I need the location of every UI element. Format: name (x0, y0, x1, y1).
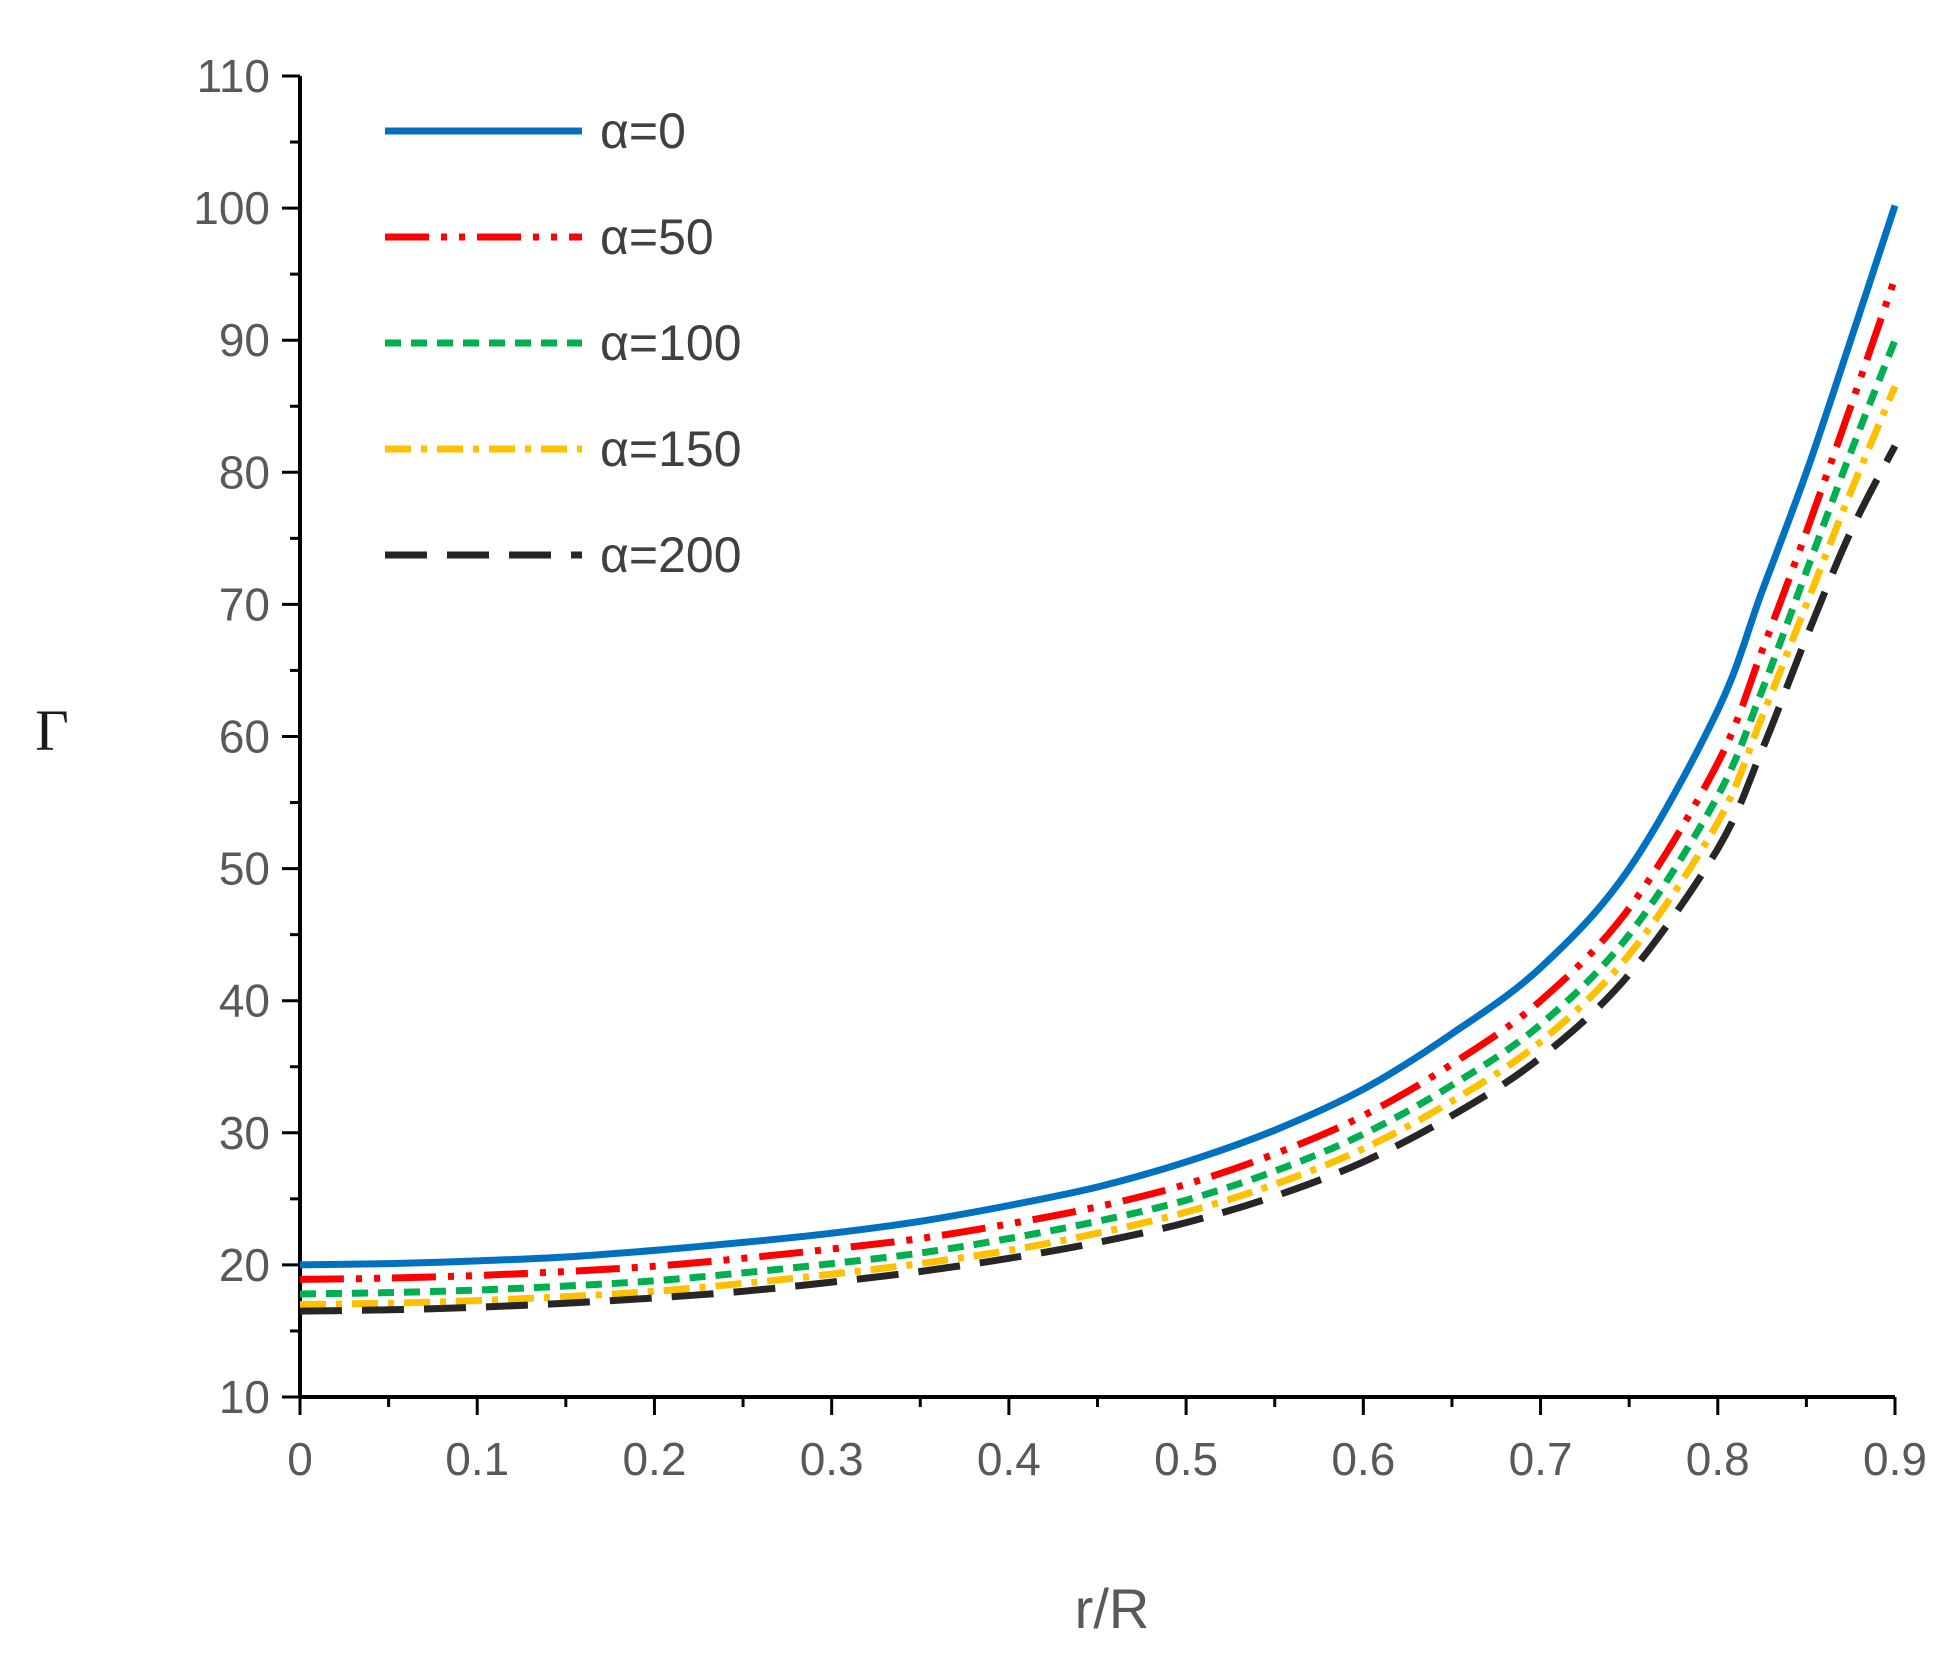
x-tick-label: 0.7 (1509, 1433, 1573, 1485)
y-tick-label: 20 (219, 1239, 270, 1291)
y-tick-label: 30 (219, 1107, 270, 1159)
y-tick-label: 60 (219, 711, 270, 763)
x-tick-label: 0.3 (800, 1433, 864, 1485)
y-tick-label: 10 (219, 1371, 270, 1423)
series-layer (299, 204, 1899, 1315)
y-tick-label: 90 (219, 314, 270, 366)
legend-label-2: α=100 (600, 315, 742, 371)
x-tick-label: 0.4 (977, 1433, 1041, 1485)
x-tick-label: 0.5 (1154, 1433, 1218, 1485)
legend-label-0: α=0 (600, 103, 686, 159)
series-line-3 (299, 385, 1899, 1308)
y-tick-label: 100 (193, 182, 270, 234)
y-tick-label: 40 (219, 975, 270, 1027)
x-tick-label: 0 (287, 1433, 313, 1485)
y-tick-label: 110 (197, 50, 270, 102)
x-tick-label: 0.6 (1331, 1433, 1395, 1485)
axes: 10 20 30 40 50 60 70 80 90 100 110 0 0.1 0.2 0.3 0.4 0.5… (193, 50, 1927, 1485)
series-line-1 (299, 276, 1899, 1283)
y-tick-label: 70 (219, 578, 270, 630)
x-tick-label: 0.8 (1686, 1433, 1750, 1485)
series-line-4 (299, 444, 1899, 1315)
x-tick-label: 0.2 (622, 1433, 686, 1485)
y-axis-label: Γ (35, 698, 69, 763)
legend-label-3: α=150 (600, 421, 742, 477)
x-tick-label: 0.9 (1863, 1433, 1927, 1485)
y-tick-label: 80 (219, 446, 270, 498)
legend: α=0 α=50 α=100 α=150 α=200 (385, 103, 742, 583)
y-tick-label: 50 (219, 843, 270, 895)
legend-label-4: α=200 (600, 527, 742, 583)
x-axis-label: r/R (1075, 1577, 1150, 1640)
legend-label-1: α=50 (600, 209, 714, 265)
series-line-2 (299, 338, 1899, 1298)
series-line-0 (299, 204, 1899, 1269)
x-tick-label: 0.1 (445, 1433, 509, 1485)
